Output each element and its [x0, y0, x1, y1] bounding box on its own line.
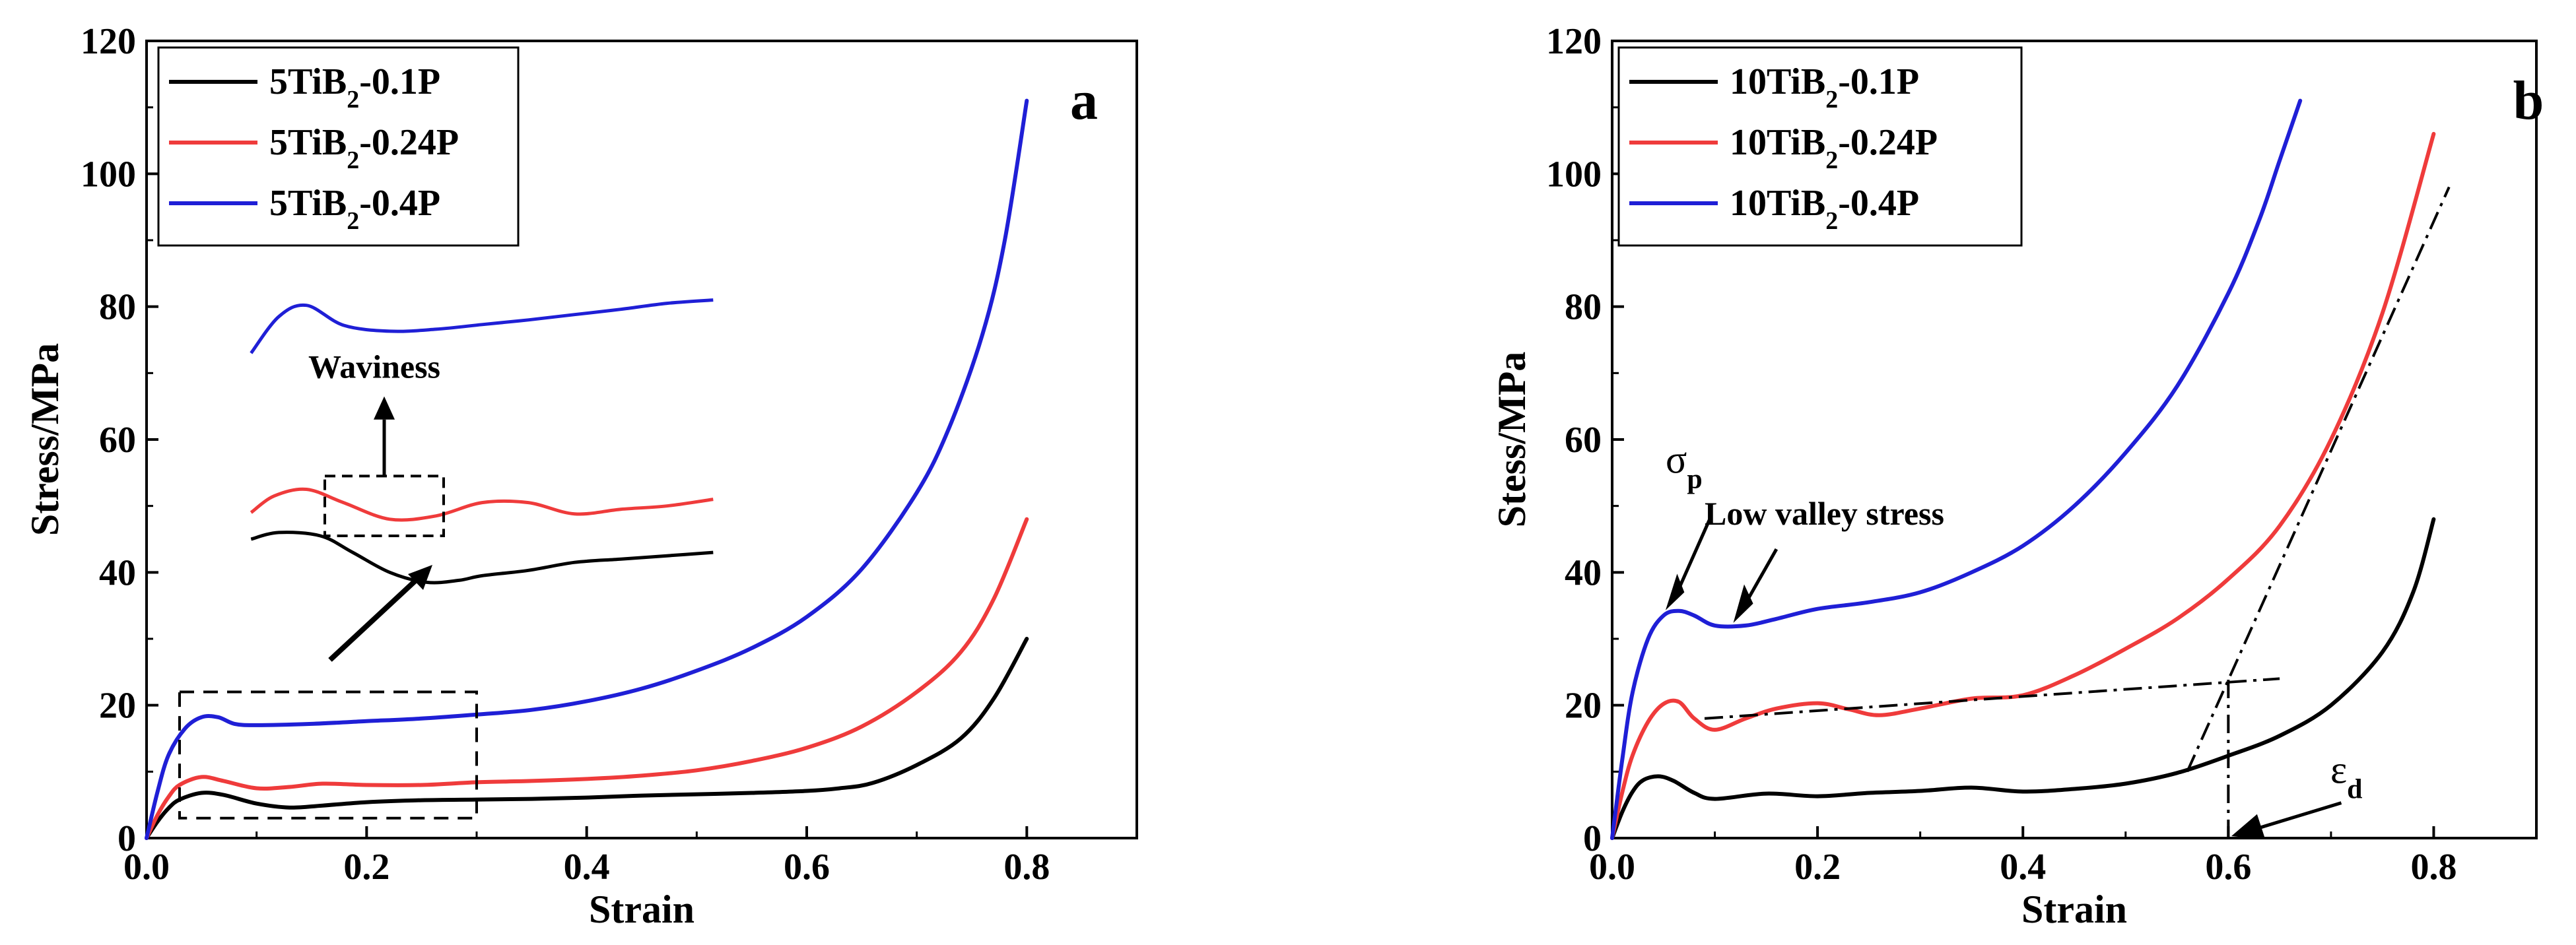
legend-label-tail: -0.24P	[359, 122, 459, 163]
y-tick-label: 120	[81, 21, 136, 62]
series-line-2	[1610, 98, 2303, 840]
inset-line-2	[250, 531, 714, 585]
zoom-region-box	[178, 690, 478, 820]
legend-label: 10TiB2-0.24P	[1730, 122, 1938, 174]
epsilon-sub: d	[2347, 774, 2362, 804]
x-tick-label: 0.6	[784, 847, 830, 888]
legend-label-sub: 2	[1825, 86, 1838, 114]
panel-b: 0.0 0.2 0.4 0.6 0.8 0 20 40 60 80 100 120 Strain Stes…	[1490, 21, 2544, 931]
zoom-arrow-shaft	[328, 572, 424, 662]
waviness-label: Waviness	[308, 348, 440, 385]
y-axis-title: Stress/MPa	[23, 343, 67, 536]
sigma-p-arrow-shaft	[1674, 518, 1712, 597]
guide-line-1	[2186, 186, 2451, 773]
x-axis-title: Strain	[589, 888, 695, 931]
y-tick-label: 80	[1565, 287, 1602, 328]
panel-letter: a	[1070, 70, 1098, 131]
y-tick-label: 100	[81, 154, 136, 195]
legend-label-sub: 2	[1825, 207, 1838, 235]
y-tick-label: 120	[1546, 21, 1602, 62]
legend-label: 5TiB2-0.4P	[269, 183, 440, 235]
legend-label-base: 5TiB	[269, 61, 347, 102]
y-tick-label: 20	[99, 686, 136, 727]
epsilon-d-arrow-head	[2231, 814, 2266, 840]
waviness-box	[323, 474, 445, 537]
legend-label-sub: 2	[1825, 147, 1838, 174]
x-tick-label: 0.8	[2410, 847, 2457, 888]
low-valley-arrow-head	[1733, 584, 1753, 623]
legend-label: 10TiB2-0.4P	[1730, 183, 1919, 235]
series-line-2	[145, 98, 1029, 840]
x-tick-label: 0.0	[1589, 847, 1635, 888]
x-tick-label: 0.2	[343, 847, 390, 888]
series-line-0	[1610, 517, 2436, 840]
legend-label-sub: 2	[347, 207, 359, 235]
inset-line-0	[250, 298, 714, 354]
y-tick-label: 100	[1546, 154, 1602, 195]
y-tick-label: 80	[99, 287, 136, 328]
x-tick-label: 0.4	[564, 847, 610, 888]
x-axis-title: Strain	[2021, 888, 2127, 931]
legend-label: 5TiB2-0.24P	[269, 122, 459, 174]
low-valley-label: Low valley stress	[1705, 495, 1944, 532]
series-line-1	[145, 517, 1029, 840]
sigma-p-arrow-head	[1665, 573, 1685, 610]
sigma-p-label: σp	[1666, 438, 1703, 494]
guide-line-0	[1704, 677, 2280, 720]
legend-label-tail: -0.1P	[1838, 61, 1919, 102]
legend-label-tail: -0.1P	[359, 61, 440, 102]
inset-line-1	[250, 487, 714, 522]
legend-label-base: 5TiB	[269, 122, 347, 163]
y-tick-label: 60	[99, 420, 136, 461]
legend-label-sub: 2	[347, 147, 359, 174]
epsilon-symbol: ε	[2330, 748, 2347, 791]
x-tick-label: 0.2	[1794, 847, 1841, 888]
epsilon-d-arrow-shaft	[2253, 801, 2342, 831]
x-tick-label: 0.8	[1003, 847, 1050, 888]
y-axis-title: Stess/MPa	[1490, 352, 1534, 528]
legend-label-base: 10TiB	[1730, 61, 1825, 102]
legend-label-sub: 2	[347, 86, 359, 114]
panel-a: 0.0 0.2 0.4 0.6 0.8 0 20 40 60 80 100 120 Strain Stre…	[23, 21, 1138, 931]
y-tick-label: 40	[1565, 552, 1602, 593]
legend-label-base: 5TiB	[269, 183, 347, 224]
legend-label: 10TiB2-0.1P	[1730, 61, 1919, 114]
legend-label: 5TiB2-0.1P	[269, 61, 440, 114]
x-tick-label: 0.0	[123, 847, 170, 888]
y-tick-label: 0	[118, 818, 136, 859]
y-tick-label: 20	[1565, 686, 1602, 727]
legend-label-tail: -0.24P	[1838, 122, 1938, 163]
x-tick-label: 0.6	[2205, 847, 2251, 888]
y-tick-label: 0	[1583, 818, 1602, 859]
legend-label-tail: -0.4P	[1838, 183, 1919, 224]
zoom-arrow-head	[408, 565, 432, 590]
panel-letter: b	[2513, 70, 2544, 131]
series-line-1	[1610, 131, 2436, 840]
legend-label-base: 10TiB	[1730, 122, 1825, 163]
x-tick-label: 0.4	[2000, 847, 2046, 888]
epsilon-d-label: εd	[2330, 748, 2363, 804]
legend-label-tail: -0.4P	[359, 183, 440, 224]
legend-label-base: 10TiB	[1730, 183, 1825, 224]
sigma-symbol: σ	[1666, 438, 1687, 481]
series-line-0	[145, 637, 1029, 840]
waviness-arrow-head	[374, 396, 395, 420]
sigma-sub: p	[1687, 464, 1702, 494]
y-tick-label: 60	[1565, 420, 1602, 461]
y-tick-label: 40	[99, 552, 136, 593]
